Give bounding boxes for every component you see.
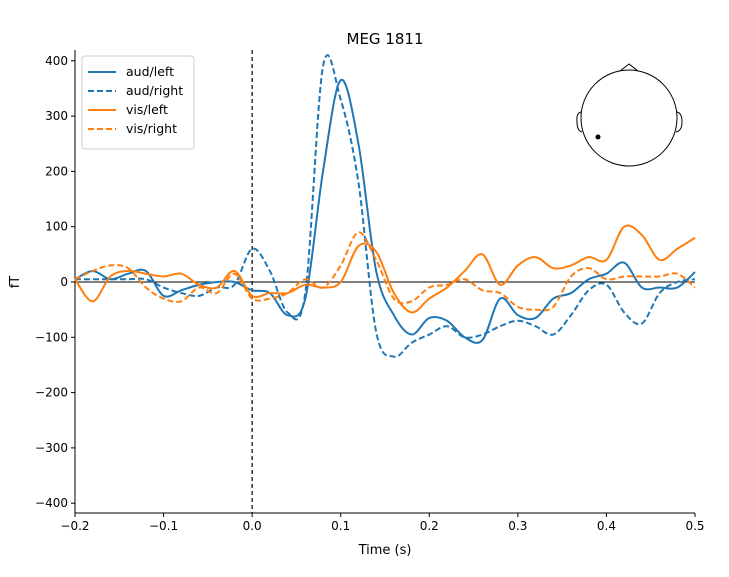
x-tick-label: −0.1	[149, 519, 178, 533]
x-tick-label: −0.2	[60, 519, 89, 533]
x-tick-label: 0.2	[420, 519, 439, 533]
x-tick-label: 0.3	[508, 519, 527, 533]
y-tick-label: 100	[45, 220, 68, 234]
sensor-head-inset	[576, 63, 683, 167]
x-tick-label: 0.4	[597, 519, 616, 533]
head-nose	[619, 63, 639, 72]
y-tick-label: 0	[60, 275, 68, 289]
x-tick-label: 0.1	[331, 519, 350, 533]
y-tick-label: −300	[35, 441, 68, 455]
series-line-vis-left	[74, 224, 696, 314]
y-tick-label: −200	[35, 386, 68, 400]
x-tick-label: 0.5	[685, 519, 704, 533]
series-line-aud-right	[75, 54, 696, 358]
legend-label: vis/right	[126, 121, 177, 136]
legend-box	[81, 55, 195, 150]
series-line-vis-right	[74, 231, 696, 312]
y-tick-label: 200	[45, 164, 68, 178]
head-ear-right	[675, 111, 683, 133]
head-ear-left	[576, 111, 583, 133]
y-tick-label: −100	[35, 330, 68, 344]
head-outline	[580, 69, 678, 167]
x-axis-label: Time (s)	[358, 543, 412, 558]
y-tick-label: 300	[45, 109, 68, 123]
legend-label: aud/left	[126, 64, 174, 79]
legend: aud/left aud/right vis/left vis/right	[81, 55, 195, 150]
series-line-aud-left	[74, 79, 696, 344]
y-axis-label: fT	[8, 276, 23, 289]
legend-label: aud/right	[126, 83, 183, 98]
sensor-dot	[595, 134, 601, 140]
y-tick-label: −400	[35, 496, 68, 510]
legend-label: vis/left	[126, 102, 168, 117]
y-tick-label: 400	[45, 54, 68, 68]
x-tick-label: 0.0	[243, 519, 262, 533]
chart-title: MEG 1811	[347, 30, 424, 48]
